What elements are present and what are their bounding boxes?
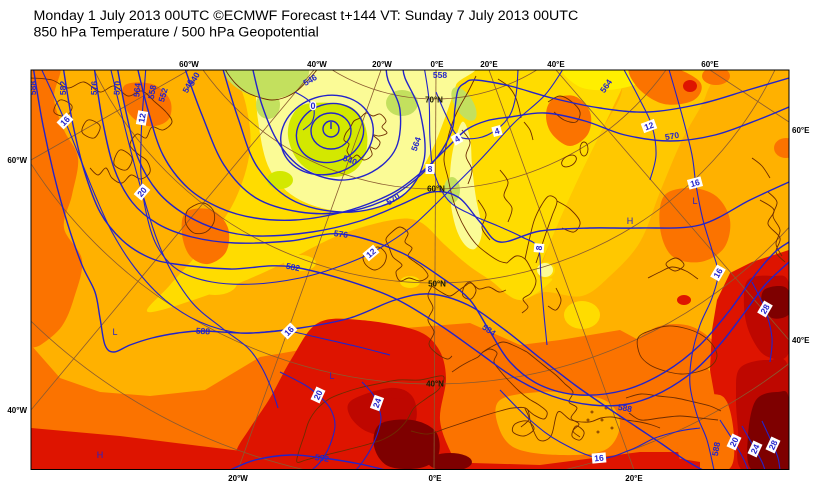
svg-text:582: 582 [58, 81, 68, 95]
svg-text:40°E: 40°E [547, 60, 565, 69]
svg-text:4: 4 [493, 125, 500, 136]
svg-text:28: 28 [766, 438, 779, 451]
svg-text:40°W: 40°W [307, 60, 327, 69]
svg-text:16: 16 [594, 453, 605, 464]
svg-text:570: 570 [664, 130, 680, 142]
svg-text:60°E: 60°E [701, 60, 719, 69]
svg-text:50°N: 50°N [428, 280, 446, 289]
svg-text:552: 552 [156, 87, 170, 104]
svg-text:L: L [112, 327, 117, 337]
svg-text:20°W: 20°W [228, 474, 248, 483]
svg-text:12: 12 [643, 120, 656, 133]
svg-text:588: 588 [28, 81, 38, 95]
svg-text:20: 20 [727, 435, 740, 448]
svg-text:850 hPa Temperature / 500 hPa: 850 hPa Temperature / 500 hPa Geopotenti… [34, 25, 319, 41]
svg-text:60°N: 60°N [427, 185, 445, 194]
svg-text:564: 564 [131, 82, 142, 97]
svg-text:24: 24 [371, 397, 384, 410]
svg-text:28: 28 [758, 302, 772, 315]
svg-text:20°E: 20°E [480, 60, 498, 69]
svg-text:558: 558 [433, 70, 447, 80]
svg-text:70°N: 70°N [425, 96, 443, 105]
svg-text:592: 592 [314, 452, 330, 464]
svg-text:8: 8 [534, 245, 544, 251]
svg-text:588: 588 [196, 326, 211, 337]
svg-text:20: 20 [311, 388, 324, 401]
svg-text:570: 570 [112, 80, 123, 95]
svg-text:576: 576 [89, 80, 99, 95]
svg-text:H: H [97, 450, 104, 460]
svg-text:16: 16 [689, 177, 701, 189]
svg-text:40°E: 40°E [792, 336, 810, 345]
svg-text:588: 588 [710, 441, 722, 457]
svg-text:4: 4 [452, 133, 461, 144]
svg-text:L: L [692, 196, 697, 206]
svg-text:20°W: 20°W [372, 60, 392, 69]
svg-text:40°W: 40°W [7, 406, 27, 415]
svg-text:60°W: 60°W [7, 156, 27, 165]
svg-text:0: 0 [310, 101, 315, 111]
svg-text:576: 576 [333, 228, 349, 240]
svg-text:8: 8 [428, 164, 433, 174]
svg-text:H: H [627, 216, 634, 226]
svg-text:20°E: 20°E [625, 474, 643, 483]
svg-text:588: 588 [617, 402, 633, 414]
svg-text:582: 582 [285, 261, 301, 274]
svg-text:60°W: 60°W [179, 60, 199, 69]
svg-text:0°E: 0°E [431, 60, 445, 69]
svg-text:12: 12 [136, 112, 148, 123]
svg-text:Monday 1 July 2013 00UTC ©ECMW: Monday 1 July 2013 00UTC ©ECMWF Forecast… [34, 8, 579, 24]
svg-text:L: L [329, 371, 334, 381]
svg-text:40°N: 40°N [426, 380, 444, 389]
svg-text:540: 540 [342, 153, 359, 167]
svg-text:16: 16 [711, 266, 725, 279]
svg-text:60°E: 60°E [792, 126, 810, 135]
svg-text:558: 558 [146, 84, 158, 100]
svg-text:24: 24 [748, 442, 761, 455]
svg-text:0°E: 0°E [429, 474, 443, 483]
svg-text:0: 0 [310, 101, 315, 111]
svg-text:564: 564 [409, 135, 423, 152]
